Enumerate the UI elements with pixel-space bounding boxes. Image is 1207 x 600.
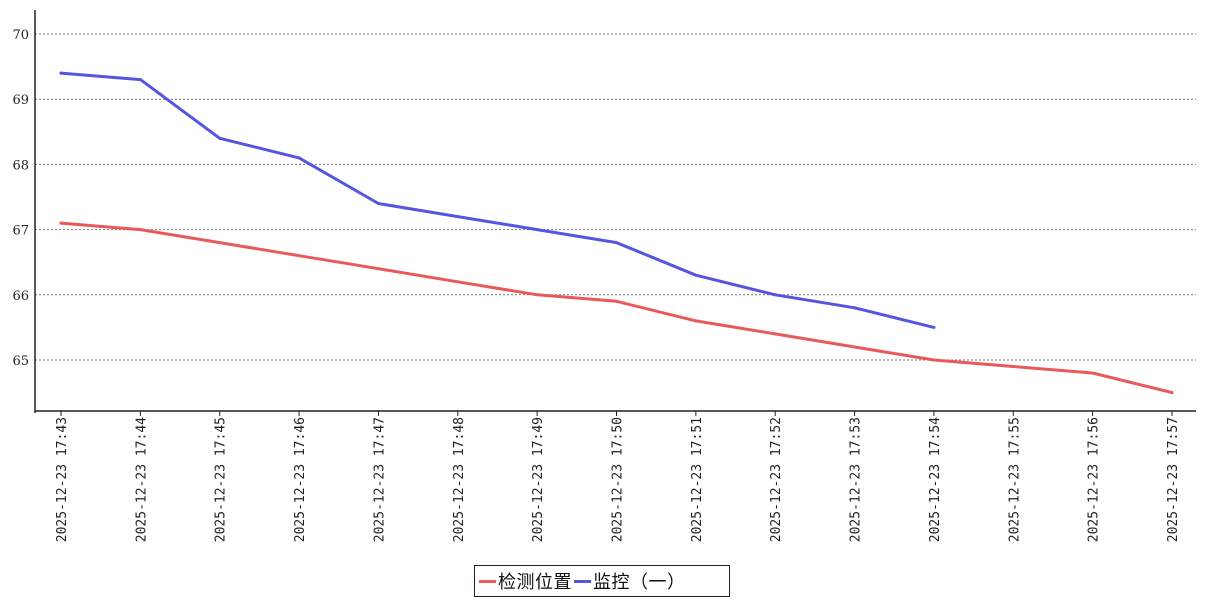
y-tick-label-67: 67 xyxy=(12,224,29,239)
x-tick-label-14: 2025-12-23 17:57 xyxy=(1166,417,1181,542)
data-point-series-0-7 xyxy=(615,299,618,303)
x-tick-label-2: 2025-12-23 17:45 xyxy=(214,417,229,542)
data-point-series-1-1 xyxy=(138,78,142,82)
legend-swatch-series-0 xyxy=(479,579,496,583)
legend-label-series-0: 检测位置 xyxy=(498,572,572,593)
x-tick-label-8: 2025-12-23 17:51 xyxy=(690,417,705,542)
x-tick-label-11: 2025-12-23 17:54 xyxy=(928,417,943,542)
x-tick-label-4: 2025-12-23 17:47 xyxy=(372,417,387,542)
data-point-series-0-0 xyxy=(59,221,63,225)
data-point-series-1-9 xyxy=(773,293,777,297)
data-point-series-1-4 xyxy=(376,202,380,206)
x-tick-label-1: 2025-12-23 17:44 xyxy=(134,417,149,542)
data-point-series-0-2 xyxy=(218,241,222,245)
y-tick-label-65: 65 xyxy=(12,354,29,369)
legend-label-series-1: 监控（一） xyxy=(593,572,686,593)
data-point-series-1-10 xyxy=(853,306,857,310)
legend-item-series-0[interactable]: 检测位置 xyxy=(479,568,572,594)
y-tick-label-66: 66 xyxy=(12,289,29,304)
data-point-series-1-7 xyxy=(615,241,618,245)
series-line-1 xyxy=(59,71,936,329)
data-point-series-0-1 xyxy=(138,228,142,232)
data-point-series-0-13 xyxy=(1091,371,1095,375)
data-point-series-0-9 xyxy=(773,332,777,336)
legend-swatch-series-1 xyxy=(574,579,591,583)
data-point-series-0-5 xyxy=(456,280,460,284)
data-point-series-0-6 xyxy=(535,293,539,297)
x-tick-label-3: 2025-12-23 17:46 xyxy=(293,417,308,542)
x-tick-labels: 2025-12-23 17:43 2025-12-23 17:44 2025-12-… xyxy=(55,411,1181,542)
data-point-series-1-8 xyxy=(694,273,698,277)
x-tick-label-13: 2025-12-23 17:56 xyxy=(1087,417,1102,542)
data-point-series-0-4 xyxy=(376,267,380,271)
x-tick-label-7: 2025-12-23 17:50 xyxy=(611,417,626,542)
data-point-series-1-0 xyxy=(59,71,63,75)
data-point-series-0-14 xyxy=(1170,391,1174,395)
data-point-series-1-3 xyxy=(297,156,301,160)
series-line-0 xyxy=(59,221,1174,395)
y-tick-label-68: 68 xyxy=(12,158,29,173)
series-lines xyxy=(59,71,1174,395)
data-point-series-1-11 xyxy=(932,325,936,329)
x-tick-label-0: 2025-12-23 17:43 xyxy=(55,417,70,542)
x-tick-label-9: 2025-12-23 17:52 xyxy=(769,417,784,542)
x-tick-label-5: 2025-12-23 17:48 xyxy=(452,417,467,542)
y-tick-label-70: 70 xyxy=(12,28,29,43)
data-point-series-0-12 xyxy=(1011,365,1015,369)
data-point-series-0-8 xyxy=(694,319,698,323)
axes xyxy=(34,10,1196,413)
y-tick-labels: 65 66 67 68 69 70 xyxy=(12,28,29,369)
grid-lines xyxy=(35,33,1196,361)
legend-item-series-1[interactable]: 监控（一） xyxy=(574,568,686,594)
x-tick-label-6: 2025-12-23 17:49 xyxy=(531,417,546,542)
x-tick-label-12: 2025-12-23 17:55 xyxy=(1007,417,1022,542)
x-tick-label-10: 2025-12-23 17:53 xyxy=(849,417,864,542)
data-point-series-1-2 xyxy=(218,136,222,140)
legend: 检测位置 监控（一） xyxy=(474,565,730,597)
data-point-series-1-6 xyxy=(535,228,539,232)
data-point-series-0-10 xyxy=(853,345,857,349)
y-tick-label-69: 69 xyxy=(12,93,29,108)
data-point-series-1-5 xyxy=(456,215,460,219)
data-point-series-0-3 xyxy=(297,254,301,258)
data-point-series-0-11 xyxy=(932,358,936,362)
